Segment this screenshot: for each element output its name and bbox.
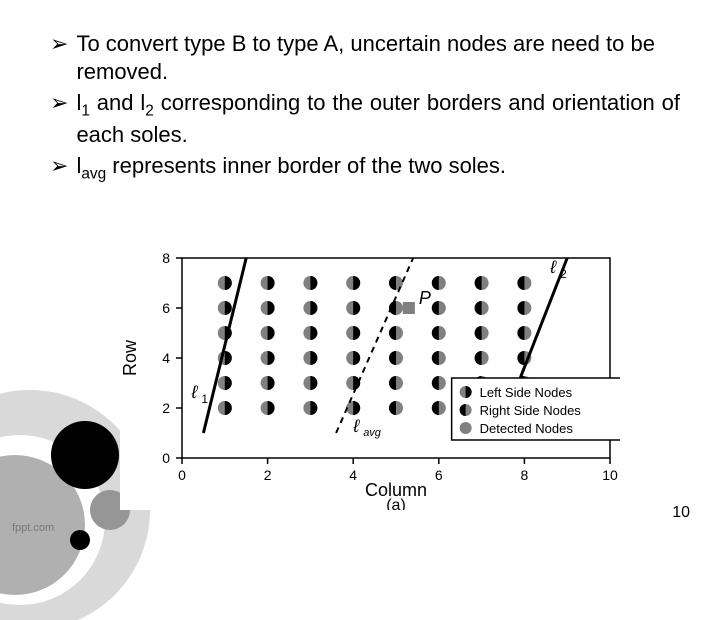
- page-number: 10: [672, 504, 690, 522]
- bullet-marker-icon: ➢: [50, 89, 68, 148]
- svg-text:4: 4: [162, 350, 170, 366]
- svg-text:Right Side Nodes: Right Side Nodes: [480, 403, 582, 418]
- svg-text:2: 2: [264, 467, 272, 483]
- svg-text:0: 0: [178, 467, 186, 483]
- svg-text:P: P: [419, 288, 431, 308]
- svg-text:ℓ: ℓ: [190, 382, 198, 402]
- svg-text:6: 6: [435, 467, 443, 483]
- svg-text:1: 1: [201, 392, 208, 406]
- svg-text:c: c: [433, 299, 439, 313]
- svg-text:(a): (a): [386, 497, 406, 510]
- bullet-2: ➢ l1 and l2 corresponding to the outer b…: [50, 89, 680, 148]
- svg-text:0: 0: [162, 450, 170, 466]
- svg-text:10: 10: [602, 467, 618, 483]
- bullet-1: ➢ To convert type B to type A, uncertain…: [50, 30, 680, 85]
- bullet-marker-icon: ➢: [50, 152, 68, 184]
- svg-text:4: 4: [349, 467, 357, 483]
- svg-text:ℓ: ℓ: [352, 416, 360, 436]
- svg-text:Row: Row: [120, 339, 140, 376]
- svg-text:Detected Nodes: Detected Nodes: [480, 421, 574, 436]
- bullet-3-text: lavg represents inner border of the two …: [76, 152, 680, 184]
- bullet-list: ➢ To convert type B to type A, uncertain…: [0, 0, 720, 184]
- svg-text:8: 8: [521, 467, 529, 483]
- bullet-1-text: To convert type B to type A, uncertain n…: [76, 30, 680, 85]
- svg-text:avg: avg: [363, 427, 382, 439]
- bullet-3: ➢ lavg represents inner border of the tw…: [50, 152, 680, 184]
- svg-text:6: 6: [162, 300, 170, 316]
- chart-container: 024681002468ColumnRow(a)ℓ1ℓ2ℓavgPcLeft S…: [120, 250, 620, 510]
- footer-link: fppt.com: [12, 522, 54, 534]
- svg-text:8: 8: [162, 250, 170, 266]
- chart-svg: 024681002468ColumnRow(a)ℓ1ℓ2ℓavgPcLeft S…: [120, 250, 620, 510]
- bullet-marker-icon: ➢: [50, 30, 68, 85]
- svg-text:2: 2: [560, 267, 567, 281]
- svg-text:ℓ: ℓ: [549, 257, 557, 277]
- svg-text:2: 2: [162, 400, 170, 416]
- svg-text:Left Side Nodes: Left Side Nodes: [480, 385, 573, 400]
- bullet-2-text: l1 and l2 corresponding to the outer bor…: [76, 89, 680, 148]
